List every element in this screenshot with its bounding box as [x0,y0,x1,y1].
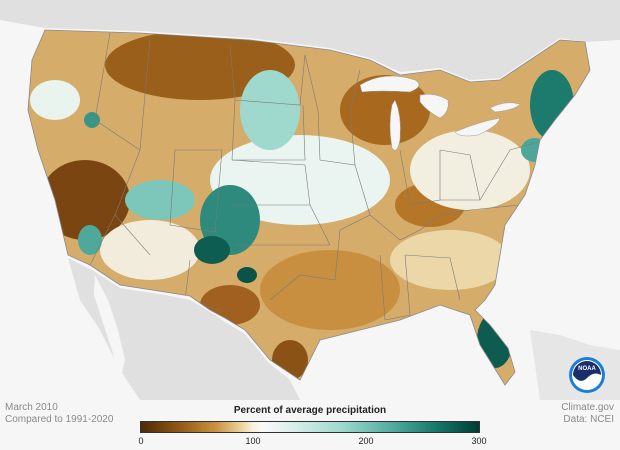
us-outline [27,29,591,386]
period-label: March 2010 [5,402,58,413]
source-label: Climate.gov [561,402,614,413]
legend-tick-200: 200 [358,436,374,446]
noaa-logo-icon: NOAA [569,357,605,393]
legend-title: Percent of average precipitation [233,405,387,416]
noaa-logo-text: NOAA [578,366,596,372]
baseline-label: Compared to 1991-2020 [5,414,114,425]
legend-tick-0: 0 [138,436,144,446]
precipitation-map [0,0,620,400]
footer-left: March 2010 Compared to 1991-2020 [5,402,113,426]
data-credit-label: Data: NCEI [563,414,614,425]
great-lakes [359,75,521,151]
legend-tick-100: 100 [245,436,261,446]
legend-tick-300: 300 [471,436,487,446]
footer-right: Climate.gov Data: NCEI [561,402,614,426]
state-boundaries [89,32,546,321]
legend-colorbar [140,421,480,433]
